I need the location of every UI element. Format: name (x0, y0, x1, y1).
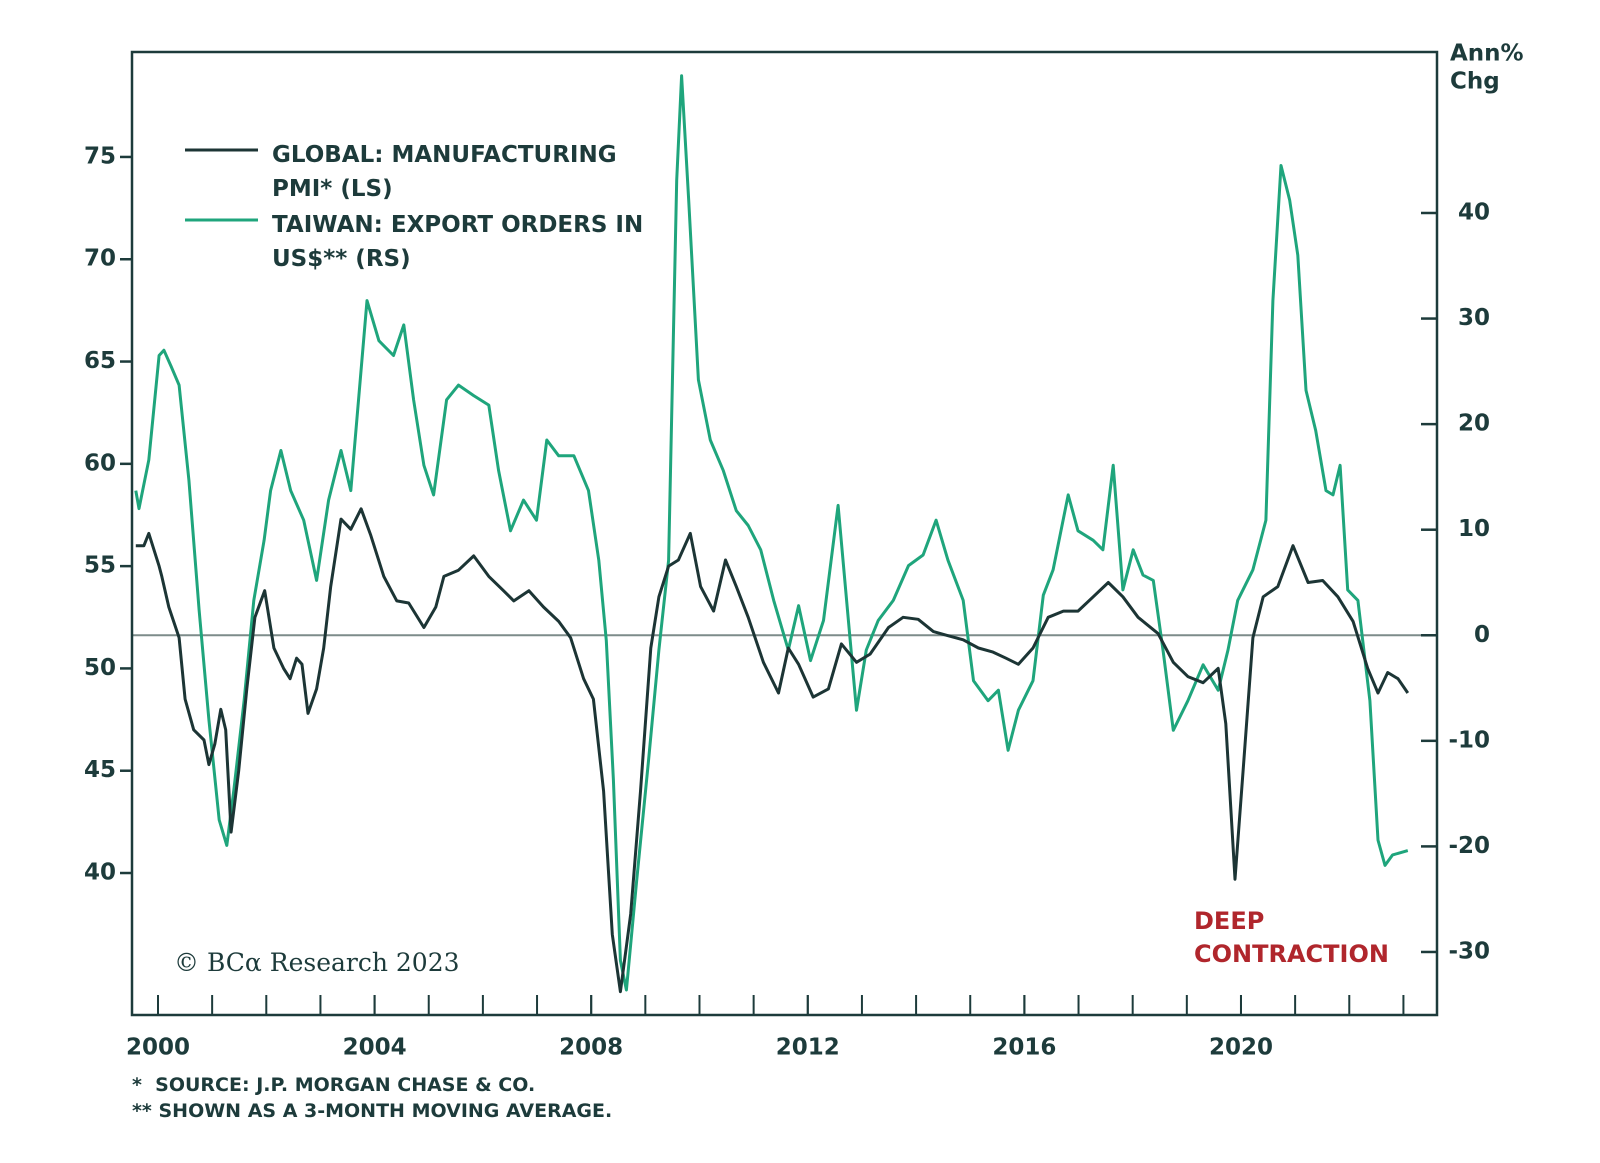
series-line (134, 74, 1409, 992)
y-tick-label: 50 (84, 655, 116, 681)
series-line (135, 507, 1410, 994)
x-tick-label: 2020 (1209, 1035, 1273, 1061)
y2-tick-label: -10 (1448, 727, 1490, 753)
y2-tick-label: 40 (1458, 199, 1490, 225)
x-tick-label: 2008 (559, 1035, 623, 1061)
x-tick-label: 2012 (776, 1035, 840, 1061)
copyright: © BCα Research 2023 (174, 948, 460, 977)
plot-frame (130, 50, 1439, 1017)
footnote: * SOURCE: J.P. MORGAN CHASE & CO. (132, 1074, 536, 1096)
footnote: ** SHOWN AS A 3-MONTH MOVING AVERAGE. (132, 1100, 613, 1122)
y-tick-label: 45 (84, 757, 116, 783)
y-tick-label: 40 (84, 860, 116, 886)
y-tick-label: 70 (84, 246, 116, 272)
y2-axis-label: Ann% (1450, 41, 1524, 67)
y-tick-label: 75 (84, 143, 116, 169)
y2-tick-label: -30 (1448, 938, 1490, 964)
annotation: DEEP CONTRACTION (1194, 907, 1389, 968)
x-tick-label: 2004 (343, 1035, 407, 1061)
x-tick-label: 2016 (992, 1035, 1056, 1061)
legend-label: TAIWAN: EXPORT ORDERS IN US$** (RS) (272, 212, 644, 272)
x-tick-label: 2000 (126, 1035, 190, 1061)
y2-tick-label: 20 (1458, 411, 1490, 437)
y2-tick-label: 30 (1458, 305, 1490, 331)
y-tick-label: 55 (84, 553, 116, 579)
legend-label: GLOBAL: MANUFACTURING PMI* (LS) (272, 142, 617, 202)
y2-tick-label: -20 (1448, 833, 1490, 859)
y-tick-label: 60 (84, 450, 116, 476)
y2-tick-label: 10 (1458, 516, 1490, 542)
y2-tick-label: 0 (1474, 622, 1490, 648)
y-tick-label: 65 (84, 348, 116, 374)
y2-axis-label: Chg (1450, 69, 1500, 95)
